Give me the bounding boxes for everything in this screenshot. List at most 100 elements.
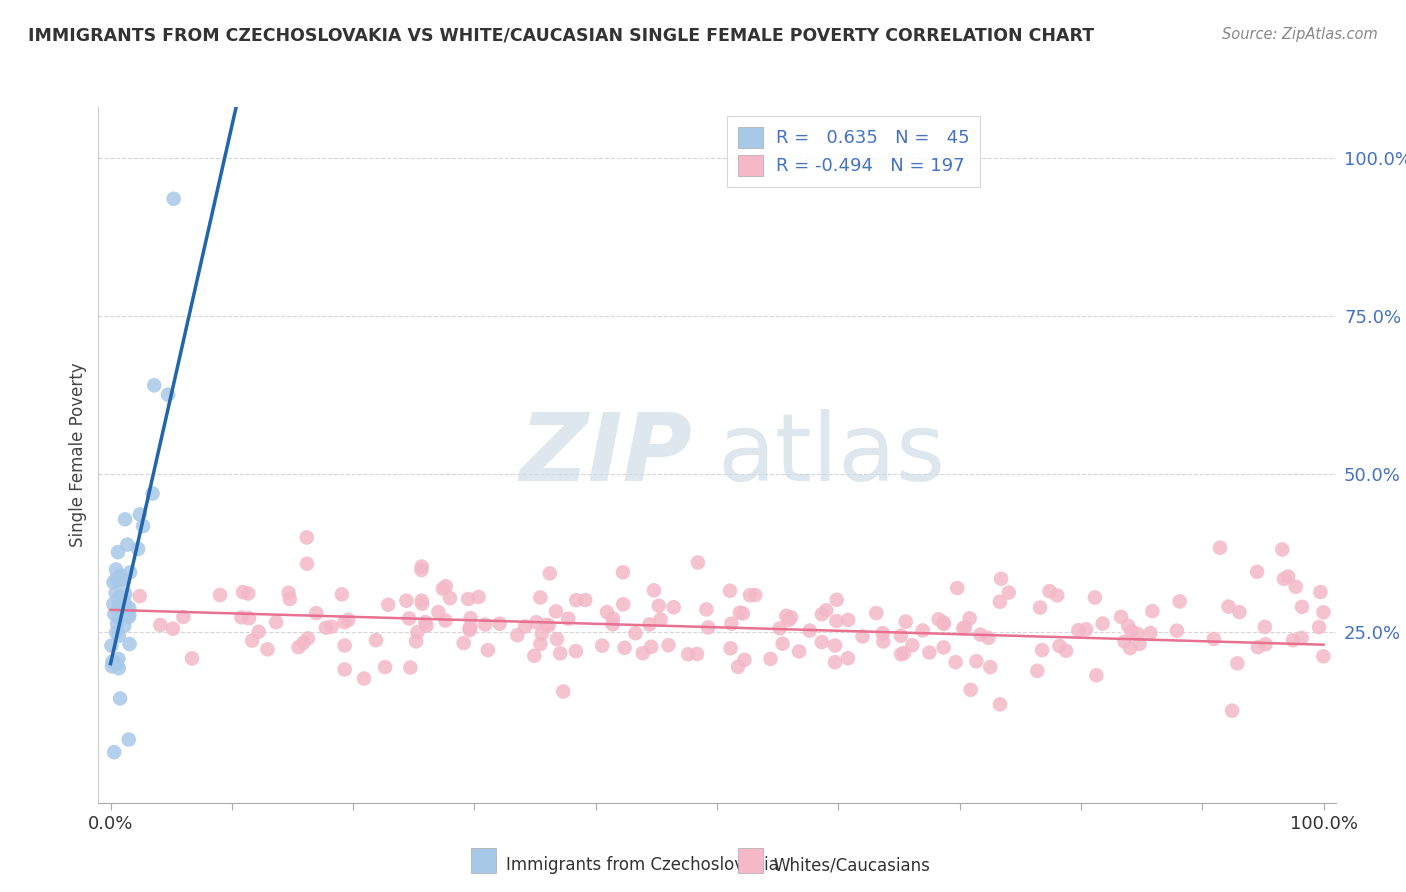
Point bbox=[128, 508, 150, 522]
Point bbox=[815, 603, 838, 617]
Point bbox=[945, 655, 967, 669]
Point bbox=[128, 589, 150, 603]
Point bbox=[965, 654, 987, 668]
Point bbox=[264, 615, 287, 630]
Point bbox=[529, 637, 551, 651]
Point bbox=[890, 647, 912, 661]
Point bbox=[1272, 572, 1295, 586]
Point bbox=[624, 626, 647, 640]
Point bbox=[837, 651, 859, 665]
Point bbox=[538, 566, 561, 581]
Point bbox=[374, 660, 396, 674]
Point bbox=[105, 616, 128, 631]
Point bbox=[824, 639, 846, 653]
Point bbox=[1046, 589, 1069, 603]
Point bbox=[1308, 620, 1330, 634]
Text: Source: ZipAtlas.com: Source: ZipAtlas.com bbox=[1222, 27, 1378, 42]
Point bbox=[118, 601, 141, 615]
Point bbox=[638, 617, 661, 632]
Point bbox=[118, 566, 141, 580]
Point bbox=[278, 592, 301, 607]
Point bbox=[117, 538, 139, 552]
Point bbox=[1277, 569, 1299, 583]
Point bbox=[103, 597, 125, 611]
Point bbox=[110, 590, 132, 604]
Point bbox=[1119, 641, 1142, 656]
Point bbox=[662, 600, 685, 615]
Point bbox=[872, 626, 894, 640]
Point bbox=[114, 587, 136, 601]
Point bbox=[1282, 633, 1305, 648]
Point bbox=[811, 607, 834, 622]
Point bbox=[733, 653, 755, 667]
Point bbox=[990, 572, 1012, 586]
Point bbox=[890, 629, 912, 643]
Point bbox=[1246, 565, 1268, 579]
Point bbox=[1121, 624, 1143, 638]
Point bbox=[759, 652, 782, 666]
Point bbox=[333, 615, 356, 630]
Point bbox=[321, 620, 343, 634]
Text: ZIP: ZIP bbox=[519, 409, 692, 501]
Point bbox=[718, 583, 741, 598]
Point bbox=[772, 637, 794, 651]
Point bbox=[565, 593, 588, 607]
Point bbox=[101, 659, 124, 673]
Point bbox=[460, 620, 482, 634]
Point bbox=[548, 646, 571, 660]
Point bbox=[612, 566, 634, 580]
Point bbox=[110, 574, 132, 588]
Text: IMMIGRANTS FROM CZECHOSLOVAKIA VS WHITE/CAUCASIAN SINGLE FEMALE POVERTY CORRELAT: IMMIGRANTS FROM CZECHOSLOVAKIA VS WHITE/… bbox=[28, 27, 1094, 45]
Point bbox=[546, 632, 568, 646]
Point bbox=[720, 641, 742, 656]
Point bbox=[728, 606, 751, 620]
Point bbox=[141, 486, 163, 500]
Point bbox=[894, 615, 917, 629]
Point bbox=[105, 572, 128, 586]
Point bbox=[851, 630, 873, 644]
Point bbox=[565, 644, 588, 658]
Point bbox=[181, 651, 204, 665]
Point bbox=[1116, 619, 1139, 633]
Point bbox=[108, 691, 131, 706]
Point bbox=[457, 592, 479, 607]
Legend: R =   0.635   N =   45, R = -0.494   N = 197: R = 0.635 N = 45, R = -0.494 N = 197 bbox=[727, 116, 980, 186]
Point bbox=[591, 639, 613, 653]
Point bbox=[837, 613, 859, 627]
Point bbox=[778, 613, 800, 627]
Point bbox=[1291, 631, 1313, 645]
Point bbox=[353, 672, 375, 686]
Point bbox=[209, 588, 232, 602]
Point bbox=[118, 732, 141, 747]
Point bbox=[544, 604, 567, 618]
Point bbox=[613, 640, 636, 655]
Point bbox=[523, 648, 546, 663]
Point bbox=[506, 628, 529, 642]
Point bbox=[415, 615, 437, 629]
Point bbox=[411, 593, 433, 607]
Point bbox=[1247, 640, 1270, 655]
Point bbox=[127, 541, 149, 556]
Point bbox=[103, 575, 125, 590]
Point bbox=[118, 609, 141, 624]
Point bbox=[256, 642, 278, 657]
Point bbox=[977, 631, 1000, 645]
Point bbox=[107, 602, 129, 616]
Point bbox=[399, 660, 422, 674]
Point bbox=[738, 588, 761, 602]
Point bbox=[657, 638, 679, 652]
Point bbox=[515, 619, 537, 633]
Point bbox=[686, 647, 709, 661]
Point bbox=[1271, 542, 1294, 557]
Point bbox=[969, 627, 991, 641]
Point bbox=[1054, 644, 1077, 658]
Point bbox=[1142, 604, 1164, 618]
Point bbox=[799, 624, 821, 638]
Point bbox=[1067, 623, 1090, 637]
Point bbox=[143, 378, 166, 392]
Point bbox=[107, 601, 129, 615]
Point bbox=[1074, 623, 1097, 637]
Point bbox=[529, 591, 551, 605]
Point bbox=[810, 635, 832, 649]
Point bbox=[697, 620, 720, 634]
